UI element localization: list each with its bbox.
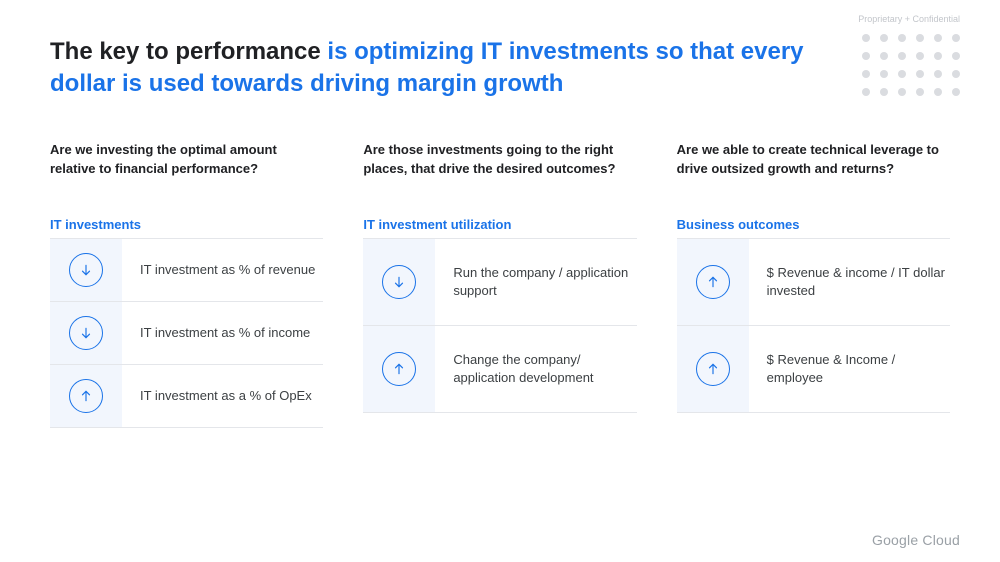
metric-label: Run the company / application support (435, 264, 636, 300)
metric-row: Run the company / application support (363, 239, 636, 326)
arrow-down-icon (69, 316, 103, 350)
metric-label: IT investment as a % of OpEx (122, 387, 323, 405)
metric-row: $ Revenue & income / IT dollar invested (677, 239, 950, 326)
icon-cell (50, 239, 122, 301)
column-it-investments: Are we investing the optimal amount rela… (50, 141, 323, 428)
metric-label: IT investment as % of revenue (122, 261, 323, 279)
metric-row: IT investment as a % of OpEx (50, 365, 323, 428)
arrow-down-icon (382, 265, 416, 299)
metric-rows: IT investment as % of revenue IT investm… (50, 239, 323, 428)
title-lead: The key to performance (50, 38, 327, 65)
slide: Proprietary + Confidential The key to pe… (0, 0, 1000, 562)
metric-rows: Run the company / application support Ch… (363, 239, 636, 413)
icon-cell (50, 302, 122, 364)
metric-row: IT investment as % of revenue (50, 239, 323, 302)
page-title: The key to performance is optimizing IT … (50, 36, 810, 101)
metric-row: Change the company/ application developm… (363, 326, 636, 413)
metric-rows: $ Revenue & income / IT dollar invested … (677, 239, 950, 413)
column-it-utilization: Are those investments going to the right… (363, 141, 636, 428)
arrow-up-icon (696, 265, 730, 299)
column-business-outcomes: Are we able to create technical leverage… (677, 141, 950, 428)
confidential-label: Proprietary + Confidential (858, 14, 960, 24)
arrow-up-icon (69, 379, 103, 413)
metric-label: $ Revenue & Income / employee (749, 351, 950, 387)
column-question: Are we able to create technical leverage… (677, 141, 950, 199)
column-question: Are those investments going to the right… (363, 141, 636, 199)
metric-label: IT investment as % of income (122, 324, 323, 342)
icon-cell (363, 239, 435, 325)
metric-row: $ Revenue & Income / employee (677, 326, 950, 413)
category-label: IT investments (50, 217, 323, 239)
metric-label: Change the company/ application developm… (435, 351, 636, 387)
arrow-up-icon (696, 352, 730, 386)
column-question: Are we investing the optimal amount rela… (50, 141, 323, 199)
metric-row: IT investment as % of income (50, 302, 323, 365)
decorative-dot-grid (862, 34, 960, 96)
icon-cell (363, 326, 435, 412)
category-label: IT investment utilization (363, 217, 636, 239)
icon-cell (50, 365, 122, 427)
category-label: Business outcomes (677, 217, 950, 239)
arrow-down-icon (69, 253, 103, 287)
columns: Are we investing the optimal amount rela… (50, 141, 950, 428)
footer-brand: Google Cloud (872, 532, 960, 548)
icon-cell (677, 326, 749, 412)
arrow-up-icon (382, 352, 416, 386)
icon-cell (677, 239, 749, 325)
metric-label: $ Revenue & income / IT dollar invested (749, 264, 950, 300)
